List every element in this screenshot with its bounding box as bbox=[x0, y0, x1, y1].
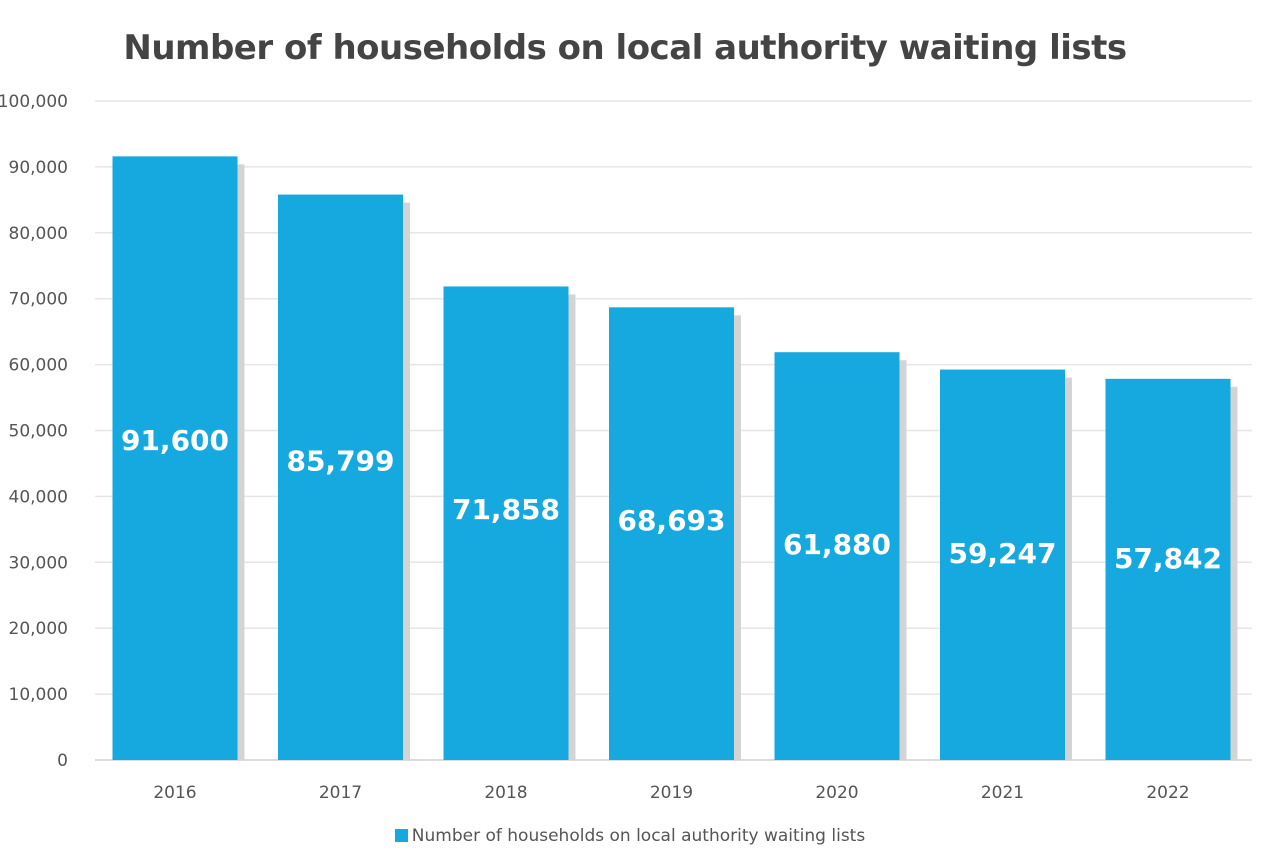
bar-2020 bbox=[774, 352, 900, 760]
data-label: 61,880 bbox=[783, 528, 891, 561]
data-label: 57,842 bbox=[1114, 542, 1222, 575]
x-tick-label: 2018 bbox=[484, 783, 527, 803]
y-tick-label: 90,000 bbox=[9, 158, 68, 178]
bar-2019 bbox=[609, 307, 734, 760]
chart-title: Number of households on local authority … bbox=[123, 28, 1127, 68]
bar-2018 bbox=[443, 286, 569, 760]
y-tick-label: 70,000 bbox=[9, 290, 68, 310]
data-labels: 91,600 85,799 71,858 68,693 61,880 59,247 57,8… bbox=[121, 424, 1222, 575]
data-label: 91,600 bbox=[121, 424, 229, 457]
x-tick-label: 2017 bbox=[319, 783, 362, 803]
y-tick-label: 10,000 bbox=[9, 685, 68, 705]
x-tick-label: 2019 bbox=[650, 783, 693, 803]
legend: Number of households on local authority … bbox=[0, 826, 1260, 846]
y-tick-label: 50,000 bbox=[9, 422, 68, 442]
x-tick-label: 2022 bbox=[1146, 783, 1189, 803]
legend-swatch bbox=[394, 829, 408, 842]
y-axis-ticks: 0 10,000 20,000 30,000 40,000 50,000 60,000 70,… bbox=[0, 92, 68, 771]
data-label: 59,247 bbox=[948, 537, 1056, 570]
x-tick-label: 2021 bbox=[981, 783, 1024, 803]
data-label: 71,858 bbox=[452, 493, 560, 526]
bar-2021 bbox=[940, 369, 1065, 760]
y-tick-label: 0 bbox=[57, 751, 68, 771]
bar-2017 bbox=[278, 194, 403, 760]
y-tick-label: 100,000 bbox=[0, 92, 68, 112]
y-tick-label: 40,000 bbox=[9, 487, 68, 507]
data-label: 85,799 bbox=[286, 444, 394, 477]
legend-label: Number of households on local authority … bbox=[411, 826, 866, 846]
y-tick-label: 20,000 bbox=[9, 619, 68, 639]
y-tick-label: 60,000 bbox=[9, 356, 68, 376]
y-tick-label: 80,000 bbox=[9, 224, 68, 244]
bar-2022 bbox=[1105, 378, 1231, 760]
bar-2016 bbox=[112, 156, 238, 760]
bars bbox=[112, 156, 1231, 760]
x-tick-label: 2016 bbox=[153, 783, 196, 803]
data-label: 68,693 bbox=[617, 504, 725, 537]
x-tick-label: 2020 bbox=[815, 783, 858, 803]
x-axis-ticks: 2016 2017 2018 2019 2020 2021 2022 bbox=[153, 783, 1189, 803]
y-tick-label: 30,000 bbox=[9, 553, 68, 573]
